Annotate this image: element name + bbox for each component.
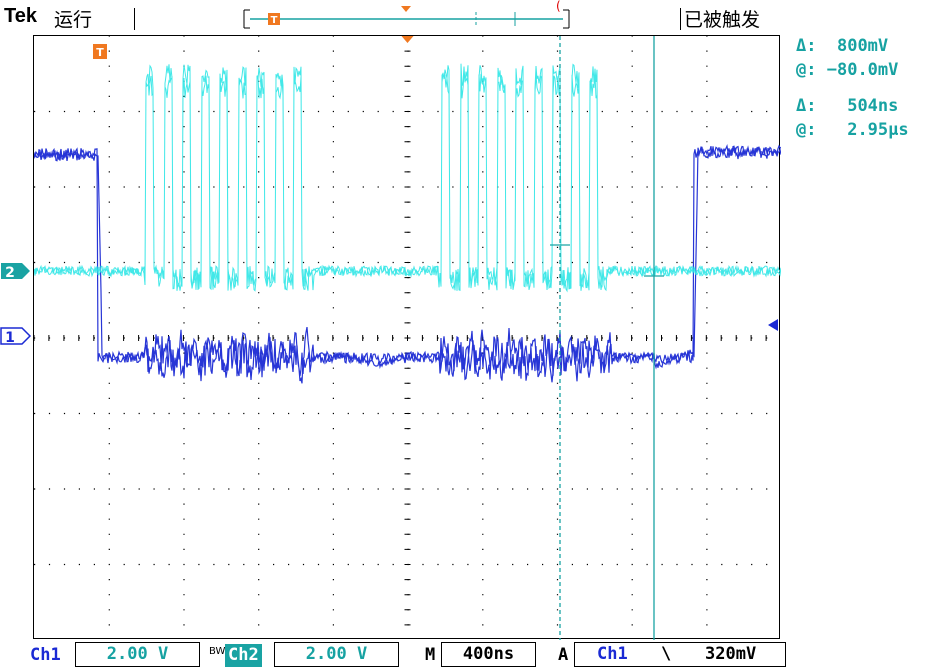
status-bar-top: Tek 运行 T ( 已被触发 bbox=[0, 0, 950, 32]
graticule-center-ticks bbox=[34, 36, 767, 626]
ch1-ground-marker[interactable]: 1 bbox=[0, 327, 32, 346]
time-delta-readout: Δ: 504ns bbox=[796, 96, 899, 116]
divider bbox=[680, 8, 681, 30]
waveform-display[interactable]: T bbox=[33, 35, 781, 640]
record-position-bar: T ( bbox=[243, 0, 570, 29]
svg-text:(: ( bbox=[556, 0, 561, 13]
brand-logo: Tek bbox=[4, 5, 37, 27]
trigger-level: 320mV bbox=[705, 644, 757, 664]
svg-text:1: 1 bbox=[5, 330, 15, 346]
trigger-position-icon bbox=[93, 44, 107, 59]
trigger-settings[interactable]: Ch1 \ 320mV bbox=[574, 642, 786, 667]
svg-text:2: 2 bbox=[5, 265, 15, 281]
trigger-source: Ch1 bbox=[597, 644, 628, 664]
time-at-readout: @: 2.95μs bbox=[796, 120, 909, 140]
divider bbox=[134, 8, 135, 30]
acquisition-state: 运行 bbox=[54, 9, 93, 31]
graticule-grid bbox=[34, 36, 768, 626]
falling-edge-icon: \ bbox=[661, 644, 672, 664]
trigger-time-icon bbox=[401, 36, 414, 43]
bandwidth-limit-icon: BW bbox=[209, 646, 226, 657]
ch2-scale[interactable]: 2.00 V bbox=[274, 642, 399, 667]
voltage-at-readout: @: −80.0mV bbox=[796, 60, 899, 80]
voltage-delta-readout: Δ: 800mV bbox=[796, 36, 889, 56]
channel-markers: 2 1 bbox=[0, 263, 32, 346]
ch2-ground-marker[interactable]: 2 bbox=[1, 263, 30, 281]
trigger-mode-label: A bbox=[558, 645, 569, 665]
trigger-icon bbox=[268, 13, 280, 25]
svg-text:T: T bbox=[271, 15, 278, 26]
trigger-position-label: T bbox=[96, 46, 104, 59]
timebase-value[interactable]: 400ns bbox=[441, 642, 536, 667]
ch2-label[interactable]: Ch2 bbox=[225, 644, 262, 667]
status-bar-bottom: Ch1 2.00 V BW Ch2 2.00 V M 400ns A Ch1 \… bbox=[0, 640, 950, 670]
ch2-waveform bbox=[34, 63, 781, 293]
trigger-position-icon bbox=[401, 6, 411, 12]
timebase-label: M bbox=[425, 645, 436, 665]
trigger-status: 已被触发 bbox=[684, 9, 761, 31]
trigger-level-icon[interactable] bbox=[766, 316, 780, 336]
ch1-scale[interactable]: 2.00 V bbox=[75, 642, 200, 667]
ch1-waveform bbox=[34, 144, 781, 384]
ch1-label[interactable]: Ch1 bbox=[30, 645, 61, 665]
